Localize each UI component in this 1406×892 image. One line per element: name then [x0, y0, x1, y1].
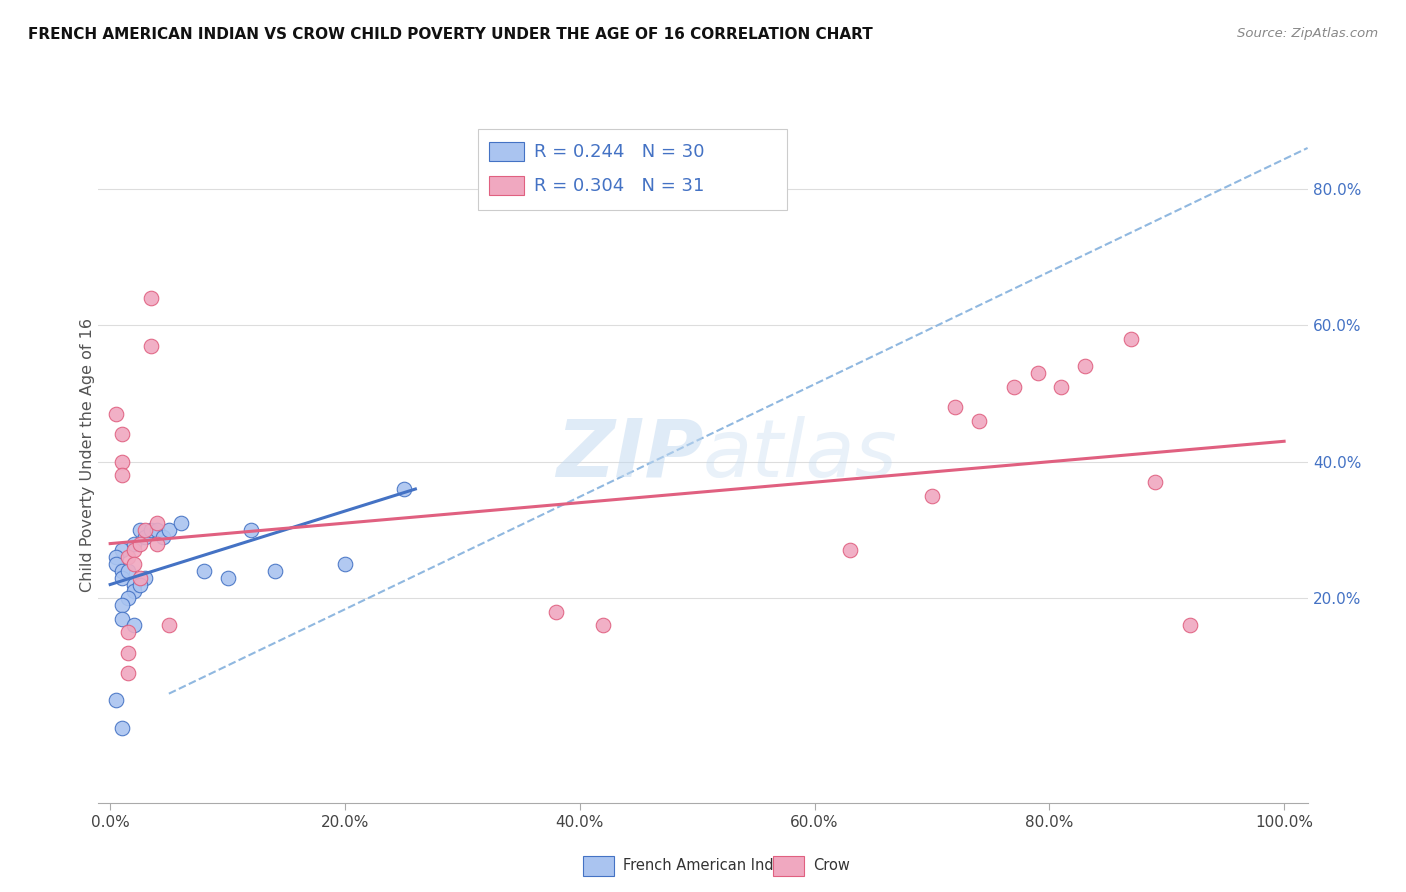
Point: [111, 612, 134, 626]
Point: [111, 468, 134, 483]
Point: [169, 516, 191, 530]
Point: [111, 571, 134, 585]
Text: ZIP: ZIP: [555, 416, 703, 494]
Text: French American Indians: French American Indians: [623, 858, 804, 872]
Point: [263, 564, 285, 578]
Point: [122, 536, 145, 550]
Y-axis label: Child Poverty Under the Age of 16: Child Poverty Under the Age of 16: [80, 318, 94, 592]
Point: [122, 618, 145, 632]
Point: [134, 530, 156, 544]
Point: [134, 571, 156, 585]
Point: [117, 646, 139, 660]
Point: [157, 618, 180, 632]
Point: [111, 427, 134, 442]
Point: [240, 523, 263, 537]
Point: [146, 516, 169, 530]
Point: [111, 564, 134, 578]
Point: [105, 557, 128, 571]
Point: [1050, 380, 1073, 394]
Point: [105, 407, 128, 421]
Text: R = 0.244   N = 30: R = 0.244 N = 30: [534, 143, 704, 161]
Point: [141, 339, 163, 353]
Point: [146, 523, 169, 537]
Point: [128, 577, 150, 591]
Point: [122, 584, 145, 599]
Text: atlas: atlas: [703, 416, 898, 494]
Point: [111, 598, 134, 612]
Point: [105, 550, 128, 565]
Point: [117, 550, 139, 565]
Point: [217, 571, 239, 585]
Point: [333, 557, 356, 571]
Point: [117, 625, 139, 640]
Point: [111, 721, 134, 735]
Point: [921, 489, 943, 503]
Point: [1026, 366, 1049, 380]
Point: [141, 523, 163, 537]
Point: [128, 536, 150, 550]
Point: [128, 571, 150, 585]
Point: [146, 536, 169, 550]
Point: [1180, 618, 1202, 632]
Point: [392, 482, 415, 496]
Point: [592, 618, 614, 632]
Text: Source: ZipAtlas.com: Source: ZipAtlas.com: [1237, 27, 1378, 40]
Point: [152, 530, 174, 544]
Point: [945, 400, 967, 414]
Point: [838, 543, 860, 558]
Point: [1002, 380, 1025, 394]
Point: [193, 564, 215, 578]
Point: [117, 591, 139, 606]
Point: [111, 455, 134, 469]
Point: [1073, 359, 1095, 374]
Text: R = 0.304   N = 31: R = 0.304 N = 31: [534, 177, 704, 194]
Point: [1143, 475, 1166, 490]
Point: [111, 543, 134, 558]
Point: [122, 577, 145, 591]
Point: [967, 414, 990, 428]
Point: [122, 557, 145, 571]
Point: [122, 543, 145, 558]
Point: [105, 693, 128, 707]
Point: [546, 605, 568, 619]
Text: FRENCH AMERICAN INDIAN VS CROW CHILD POVERTY UNDER THE AGE OF 16 CORRELATION CHA: FRENCH AMERICAN INDIAN VS CROW CHILD POV…: [28, 27, 873, 42]
Point: [1121, 332, 1143, 346]
Point: [117, 564, 139, 578]
Point: [128, 523, 150, 537]
Point: [134, 523, 156, 537]
Text: Crow: Crow: [813, 858, 849, 872]
Point: [117, 666, 139, 681]
Point: [157, 523, 180, 537]
Point: [141, 291, 163, 305]
